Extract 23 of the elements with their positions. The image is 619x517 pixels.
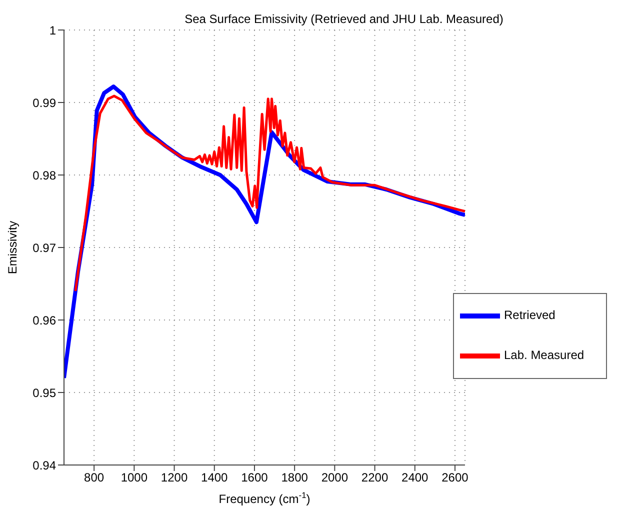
x-tick-label: 2400 — [402, 470, 429, 485]
legend-label: Retrieved — [504, 308, 556, 322]
y-tick-label: 0.96 — [32, 313, 56, 328]
x-tick-label: 2600 — [442, 470, 469, 485]
x-tick-label: 1200 — [160, 470, 188, 485]
x-tick-label: 1000 — [120, 470, 148, 485]
x-tick-label: 2200 — [361, 470, 388, 485]
x-tick-label: 2000 — [321, 470, 348, 485]
x-axis-title: Frequency (cm$^{-1}$) — [218, 490, 310, 506]
y-tick-label: 0.95 — [32, 386, 56, 400]
y-axis-title: Emissivity — [5, 220, 20, 274]
y-tick-label: 1 — [49, 23, 56, 38]
y-tick-label: 0.94 — [32, 458, 56, 472]
y-tick-label: 0.98 — [32, 168, 56, 182]
line-series — [74, 94, 465, 292]
y-tick-label: 0.97 — [32, 240, 56, 255]
x-tick-label: 800 — [84, 470, 104, 485]
y-tick-label: 0.99 — [32, 96, 56, 110]
legend-label: Lab. Measured — [504, 348, 584, 362]
x-tick-label: 1600 — [241, 470, 268, 485]
x-tick-label: 1800 — [281, 470, 308, 485]
x-tick-label: 1400 — [201, 470, 228, 485]
chart-title: Sea Surface Emissivity (Retrieved and JHU Lab. Measured) — [184, 12, 504, 26]
